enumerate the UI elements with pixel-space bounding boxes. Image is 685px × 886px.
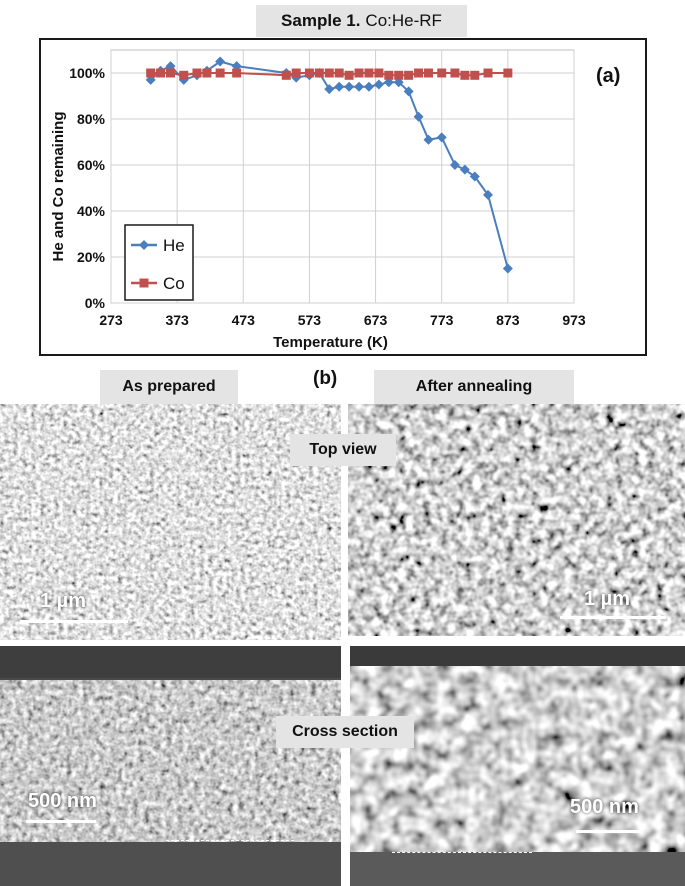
chart-frame: 0% 20% 40% 60% 80% 100% 273 373 473 573 673 773 873 9… xyxy=(39,38,647,356)
y-tick-label: 100% xyxy=(69,65,105,81)
row-label-top-view: Top view xyxy=(290,434,396,466)
data-point-he xyxy=(354,81,365,92)
data-point-co xyxy=(192,68,202,78)
data-point-co xyxy=(179,70,189,80)
scale-bar-top-left xyxy=(20,620,128,623)
data-point-he xyxy=(334,81,345,92)
figure-title-bold: Sample 1. xyxy=(281,11,361,30)
sem-cross-section-after-annealing xyxy=(350,646,685,886)
data-point-co xyxy=(394,70,404,80)
y-axis-label: He and Co remaining xyxy=(50,111,67,261)
scale-label-top-right: 1 µm xyxy=(584,588,630,610)
data-point-he xyxy=(469,171,480,182)
data-point-co xyxy=(166,68,176,78)
scale-bar-bottom-right xyxy=(576,830,640,833)
y-tick-label: 60% xyxy=(77,157,106,173)
data-point-he xyxy=(215,56,226,67)
legend-marker-co xyxy=(139,278,149,288)
x-tick-label: 573 xyxy=(298,312,322,328)
scale-label-bottom-left: 500 nm xyxy=(28,790,97,812)
data-point-co xyxy=(483,68,493,78)
data-point-he xyxy=(449,160,460,170)
legend-label-he: He xyxy=(163,236,185,255)
x-tick-label: 873 xyxy=(496,312,520,328)
data-point-co xyxy=(503,68,513,78)
data-point-he xyxy=(383,77,394,88)
data-point-co xyxy=(404,70,414,80)
data-point-co xyxy=(291,68,301,78)
x-tick-label: 673 xyxy=(364,312,388,328)
sem-top-view-after-annealing xyxy=(348,404,685,636)
legend-box xyxy=(124,224,194,301)
data-point-co xyxy=(450,68,460,78)
x-tick-label: 373 xyxy=(165,312,189,328)
data-point-co xyxy=(437,68,447,78)
data-point-co xyxy=(374,68,384,78)
data-point-he xyxy=(502,263,513,274)
data-point-he xyxy=(393,77,404,88)
data-point-co xyxy=(470,70,480,80)
figure-title: Sample 1. Co:He-RF xyxy=(256,5,467,37)
data-point-he xyxy=(324,84,335,95)
legend-marker-he xyxy=(139,240,149,250)
data-point-he xyxy=(423,134,434,145)
data-point-co xyxy=(423,68,433,78)
column-label-as-prepared: As prepared xyxy=(100,370,238,404)
substrate-interface-line-left xyxy=(166,840,294,841)
data-point-co xyxy=(414,68,424,78)
sem-cross-section-as-prepared xyxy=(0,646,341,886)
scale-label-top-left: 1 µm xyxy=(40,590,86,612)
data-point-co xyxy=(215,68,225,78)
data-point-he xyxy=(363,81,374,92)
data-point-co xyxy=(281,70,291,80)
data-point-co xyxy=(156,68,166,78)
data-point-co xyxy=(460,70,470,80)
y-tick-label: 20% xyxy=(77,249,106,265)
data-point-co xyxy=(146,68,156,78)
data-point-co xyxy=(384,70,394,80)
x-axis-label: Temperature (K) xyxy=(273,334,388,351)
data-point-co xyxy=(314,68,324,78)
y-tick-label: 40% xyxy=(77,203,106,219)
data-point-he xyxy=(344,81,355,92)
data-point-co xyxy=(364,68,374,78)
y-tick-label: 0% xyxy=(85,295,106,311)
data-point-he xyxy=(483,189,494,200)
panel-label-b: (b) xyxy=(313,368,338,389)
scale-bar-bottom-left xyxy=(26,820,96,823)
data-point-he xyxy=(436,132,447,143)
panel-label-a: (a) xyxy=(596,65,620,87)
x-tick-label: 773 xyxy=(430,312,454,328)
legend-label-co: Co xyxy=(163,274,185,293)
substrate-interface-line-right xyxy=(392,852,532,853)
data-point-co xyxy=(344,70,354,80)
x-tick-label: 273 xyxy=(99,312,123,328)
data-point-he xyxy=(373,79,384,90)
row-label-cross-section: Cross section xyxy=(276,716,414,748)
y-tick-label: 80% xyxy=(77,111,106,127)
x-tick-label: 473 xyxy=(232,312,256,328)
data-point-he xyxy=(459,164,470,175)
data-point-he xyxy=(413,111,424,122)
sem-top-view-as-prepared xyxy=(0,404,341,640)
data-point-co xyxy=(202,68,212,78)
data-point-co xyxy=(334,68,344,78)
scale-bar-top-right xyxy=(560,616,666,619)
data-point-co xyxy=(324,68,334,78)
data-point-he xyxy=(403,86,414,97)
scale-label-bottom-right: 500 nm xyxy=(570,796,639,818)
data-point-co xyxy=(232,68,242,78)
data-point-co xyxy=(304,68,314,78)
data-point-co xyxy=(354,68,364,78)
line-chart: 0% 20% 40% 60% 80% 100% 273 373 473 573 673 773 873 9… xyxy=(50,49,620,351)
x-tick-label: 973 xyxy=(562,312,586,328)
column-label-after-annealing: After annealing xyxy=(374,370,574,404)
figure-title-sample: Co:He-RF xyxy=(365,11,442,30)
